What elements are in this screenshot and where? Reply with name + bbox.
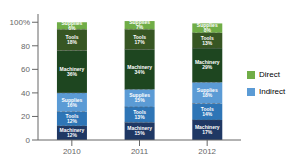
svg-text:Tools18%: Tools18% bbox=[65, 34, 78, 45]
svg-text:Tools17%: Tools17% bbox=[133, 34, 146, 45]
svg-text:Machinery15%: Machinery15% bbox=[127, 125, 152, 136]
svg-text:2011: 2011 bbox=[131, 147, 149, 156]
svg-text:Supplies16%: Supplies16% bbox=[62, 97, 83, 108]
svg-text:Machinery12%: Machinery12% bbox=[60, 127, 85, 138]
svg-text:20: 20 bbox=[21, 112, 30, 121]
html-text:Direct: Direct bbox=[259, 70, 280, 79]
svg-text:Machinery36%: Machinery36% bbox=[60, 66, 85, 77]
svg-text:60: 60 bbox=[21, 65, 30, 74]
svg-text:100%: 100% bbox=[10, 18, 30, 27]
svg-text:0: 0 bbox=[26, 136, 31, 145]
svg-text:Supplies15%: Supplies15% bbox=[129, 92, 150, 103]
svg-text:80: 80 bbox=[21, 42, 30, 51]
svg-text:Tools12%: Tools12% bbox=[65, 113, 78, 124]
svg-text:Tools13%: Tools13% bbox=[201, 35, 214, 46]
svg-text:2012: 2012 bbox=[198, 147, 216, 156]
svg-text:Machinery17%: Machinery17% bbox=[195, 124, 220, 135]
svg-text:Supplies18%: Supplies18% bbox=[197, 87, 218, 98]
svg-text:Machinery34%: Machinery34% bbox=[127, 64, 152, 75]
svg-text:Tools14%: Tools14% bbox=[201, 106, 214, 117]
svg-text:Machinery29%: Machinery29% bbox=[195, 59, 220, 70]
svg-text:Supplies7%: Supplies7% bbox=[129, 19, 150, 30]
svg-text:2010: 2010 bbox=[63, 147, 81, 156]
svg-text:Supplies8%: Supplies8% bbox=[197, 22, 218, 33]
svg-text:Tools13%: Tools13% bbox=[133, 109, 146, 120]
html-text:Indirect: Indirect bbox=[259, 87, 286, 96]
svg-text:40: 40 bbox=[21, 89, 30, 98]
svg-text:Supplies6%: Supplies6% bbox=[62, 20, 83, 31]
